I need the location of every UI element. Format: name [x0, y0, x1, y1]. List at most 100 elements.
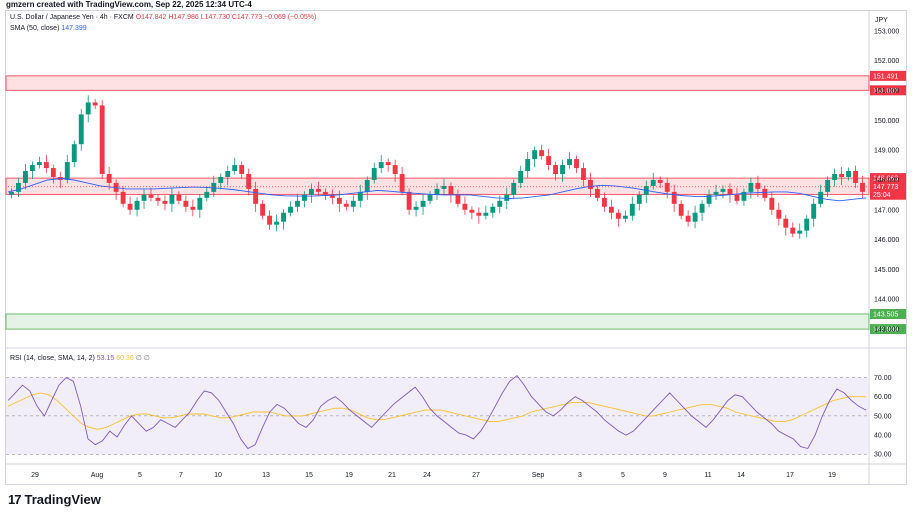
zone-label-bg-0-0: [870, 70, 906, 81]
candle-body-110: [776, 209, 782, 219]
candle-body-41: [295, 200, 300, 207]
rsi-tick-1: 60.00: [874, 394, 892, 401]
chart-caption: gmzern created with TradingView.com, Sep…: [6, 0, 252, 9]
candle-body-22: [162, 200, 168, 204]
zone-2: [5, 313, 870, 330]
zone-label-bg-1-0: [870, 173, 906, 184]
candle-body-5: [43, 162, 49, 169]
candle-body-18: [134, 200, 140, 210]
candle-body-51: [364, 179, 370, 192]
tradingview-logo-icon: 17: [8, 492, 22, 507]
candle-body-36: [260, 203, 266, 216]
last-price-bg: [870, 181, 906, 200]
candle-body-28: [204, 191, 210, 198]
candle-body-6: [50, 168, 56, 177]
candle-body-99: [699, 203, 705, 213]
price-tick-1: 152.000: [874, 58, 899, 65]
candle-body-12: [92, 102, 98, 106]
rsi-line: [7, 374, 867, 450]
candle-body-120: [846, 171, 852, 177]
candle-body-19: [141, 194, 147, 201]
candle-body-72: [511, 182, 517, 195]
candle-body-2: [22, 171, 28, 183]
tradingview-brand: 17 TradingView: [8, 492, 101, 507]
candle-body-69: [490, 206, 496, 213]
candle-body-103: [727, 188, 733, 195]
price-tick-0: 153.000: [874, 28, 899, 35]
candle-body-66: [469, 209, 475, 213]
candle-body-87: [615, 212, 621, 219]
price-tick-2: 151.000: [874, 88, 899, 95]
candle-body-1: [16, 182, 21, 192]
candle-body-46: [329, 194, 335, 198]
candle-body-52: [371, 168, 377, 180]
candle-body-17: [127, 203, 133, 210]
close-value: C147.773: [231, 14, 263, 21]
candle-body-63: [448, 185, 454, 195]
time-tick-12: 3: [578, 472, 582, 479]
candle-body-49: [350, 200, 356, 207]
candle-body-105: [741, 191, 747, 201]
candle-body-111: [783, 218, 789, 228]
time-tick-14: 9: [663, 472, 667, 479]
candle-body-44: [315, 188, 321, 192]
candle-body-109: [769, 197, 775, 210]
candle-body-50: [357, 191, 363, 201]
candle-body-42: [302, 194, 307, 201]
zone-label-bg-0-1: [870, 85, 906, 96]
time-tick-5: 13: [262, 472, 270, 479]
currency-label: JPY: [875, 17, 888, 24]
last-price-label: 147.773: [873, 184, 898, 191]
time-tick-10: 27: [472, 472, 480, 479]
time-tick-9: 24: [423, 472, 431, 479]
candle-body-114: [804, 218, 810, 231]
rsi-tick-3: 40.00: [874, 433, 892, 440]
candle-body-73: [518, 171, 524, 183]
candle-body-96: [678, 203, 684, 216]
price-tick-5: 148.000: [874, 177, 899, 184]
candle-body-16: [120, 191, 126, 204]
candle-body-45: [322, 191, 328, 195]
candle-body-32: [232, 165, 238, 172]
candle-body-88: [622, 215, 628, 219]
candle-body-38: [274, 221, 280, 225]
candle-body-85: [601, 197, 607, 207]
candle-body-4: [36, 162, 42, 166]
candle-body-40: [288, 206, 293, 213]
candle-body-31: [225, 171, 231, 177]
price-tick-10: 143.000: [874, 327, 899, 334]
candle-body-108: [762, 188, 768, 198]
sma-label: SMA (50, close): [10, 25, 60, 32]
price-tick-9: 144.000: [874, 297, 899, 304]
candle-body-76: [539, 150, 545, 157]
candle-body-113: [797, 230, 803, 234]
candle-body-56: [399, 174, 405, 192]
time-tick-18: 19: [828, 472, 836, 479]
sma-line: [7, 178, 867, 202]
candle-body-117: [825, 179, 831, 192]
candle-body-119: [839, 174, 845, 177]
candle-body-60: [427, 194, 433, 201]
zone-label-1-0: 148.063: [873, 176, 898, 183]
candle-body-118: [832, 174, 838, 180]
price-legend: U.S. Dollar / Japanese Yen · 4h · FXCM O…: [10, 14, 316, 21]
candle-body-55: [392, 165, 398, 174]
rsi-tick-4: 30.00: [874, 452, 892, 459]
candle-body-54: [385, 162, 391, 166]
candle-body-74: [525, 159, 531, 172]
price-tick-3: 150.000: [874, 118, 899, 125]
candle-body-81: [574, 159, 579, 169]
candle-body-26: [190, 206, 196, 210]
candle-body-29: [211, 182, 217, 192]
candle-body-0: [9, 191, 14, 195]
candle-body-78: [553, 165, 559, 174]
candle-body-37: [267, 215, 273, 225]
rsi-value: 53.15: [96, 355, 115, 362]
candle-body-84: [594, 188, 600, 198]
price-tick-7: 146.000: [874, 237, 899, 244]
time-tick-3: 7: [179, 472, 183, 479]
candle-body-86: [608, 206, 614, 213]
symbol-label: U.S. Dollar / Japanese Yen · 4h · FXCM: [10, 14, 134, 21]
candle-body-70: [497, 200, 503, 207]
